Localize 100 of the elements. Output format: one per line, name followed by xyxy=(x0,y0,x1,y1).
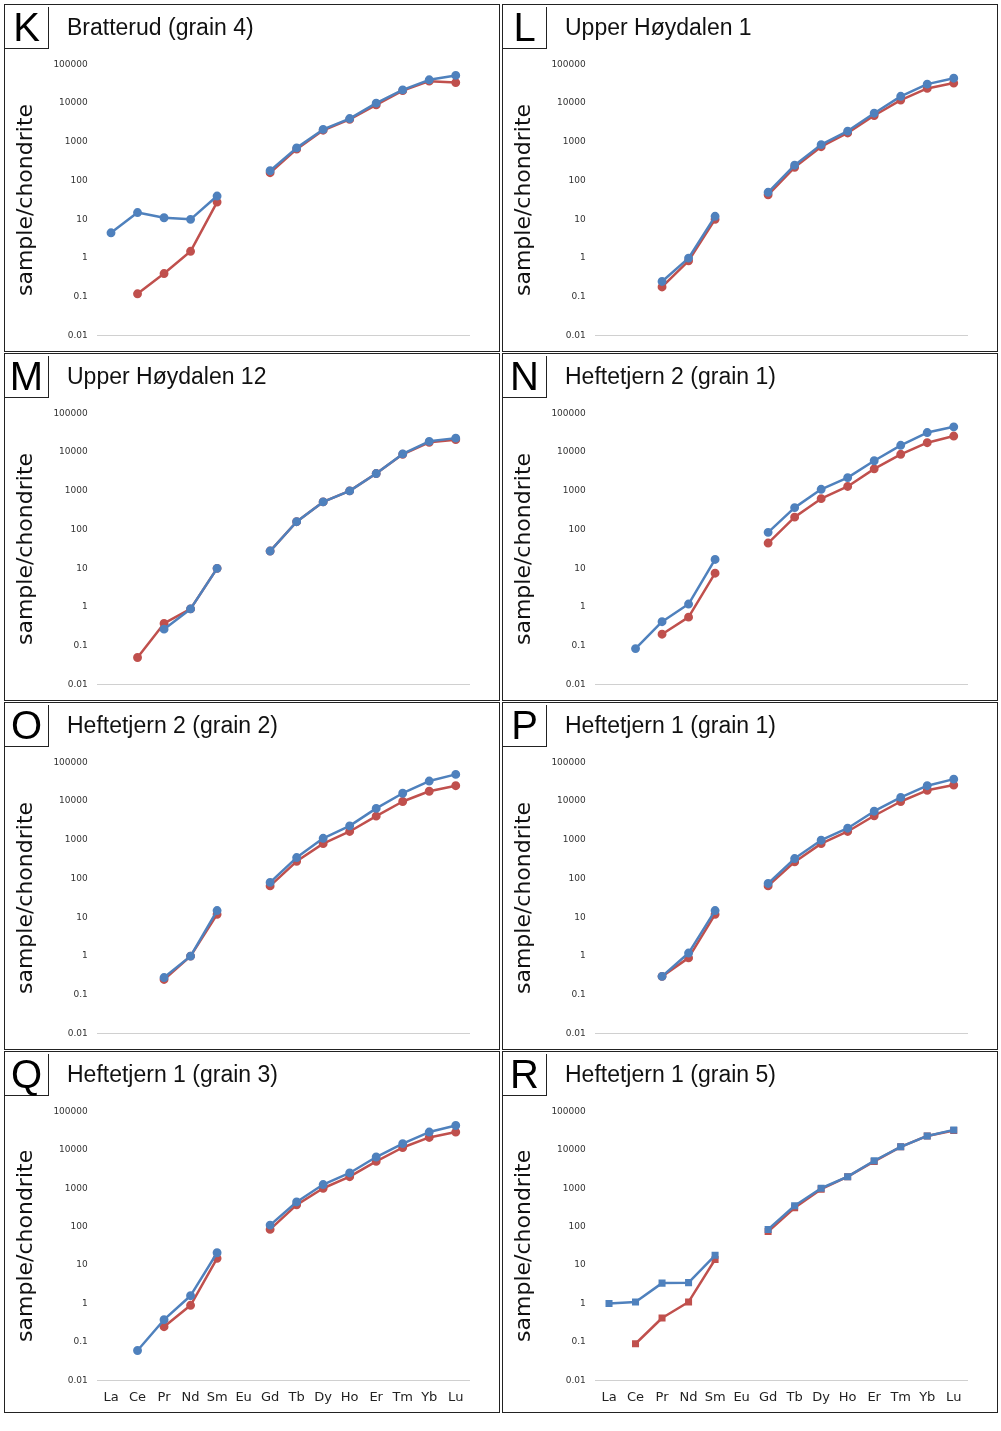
x-tick-label: La xyxy=(103,1388,119,1404)
y-tick-label: 1000 xyxy=(64,136,89,147)
x-tick-label: Pr xyxy=(157,1388,172,1404)
y-axis-title: sample/chondrite xyxy=(11,801,37,995)
y-tick-label: 1 xyxy=(82,252,88,263)
y-tick-label: 0.1 xyxy=(571,1336,586,1347)
y-tick-label: 10 xyxy=(574,1259,587,1270)
y-tick-label: 100 xyxy=(70,174,89,185)
x-tick-label: Eu xyxy=(733,1388,750,1404)
y-tick-label: 0.01 xyxy=(67,1027,88,1038)
x-tick-label: Lu xyxy=(448,1388,464,1404)
y-tick-label: 0.1 xyxy=(73,989,88,1000)
y-axis-title: sample/chondrite xyxy=(11,452,37,646)
text: K xyxy=(5,5,49,49)
y-tick-label: 100000 xyxy=(551,58,587,69)
y-tick-label: 10000 xyxy=(557,1144,587,1155)
y-tick-label: 1 xyxy=(580,950,586,961)
y-tick-label: 10000 xyxy=(557,97,587,108)
x-tick-label: Gd xyxy=(758,1388,778,1404)
y-tick-label: 1000 xyxy=(562,1182,587,1193)
y-tick-label: 0.01 xyxy=(565,1374,586,1385)
text: O xyxy=(5,703,49,747)
x-tick-label: La xyxy=(601,1388,617,1404)
y-axis-title: sample/chondrite xyxy=(509,452,535,646)
x-tick-label: Er xyxy=(369,1388,384,1404)
y-tick-label: 0.01 xyxy=(67,678,88,689)
y-tick-label: 1000 xyxy=(64,834,89,845)
x-tick-label: Sm xyxy=(206,1388,228,1404)
y-tick-label: 1 xyxy=(580,1297,586,1308)
x-tick-label: Yb xyxy=(918,1388,936,1404)
x-tick-label: Dy xyxy=(314,1388,333,1404)
y-tick-label: 0.1 xyxy=(73,640,88,651)
y-tick-label: 10000 xyxy=(59,97,89,108)
y-tick-label: 10 xyxy=(76,562,89,573)
chart-title: Heftetjern 1 (grain 3) xyxy=(67,1060,278,1088)
text: N xyxy=(503,354,547,398)
y-tick-label: 100000 xyxy=(551,1105,587,1116)
y-tick-label: 10 xyxy=(76,213,89,224)
y-tick-label: 100 xyxy=(70,872,89,883)
x-tick-label: Sm xyxy=(704,1388,726,1404)
y-tick-label: 0.1 xyxy=(571,989,586,1000)
x-tick-label: Tm xyxy=(391,1388,414,1404)
y-tick-label: 100000 xyxy=(53,1105,89,1116)
y-tick-label: 10 xyxy=(574,213,587,224)
y-tick-label: 0.1 xyxy=(73,1336,88,1347)
y-axis-title: sample/chondrite xyxy=(509,801,535,995)
y-tick-label: 10000 xyxy=(59,446,89,457)
y-tick-label: 10000 xyxy=(557,795,587,806)
y-tick-label: 100000 xyxy=(53,756,89,767)
y-tick-label: 1000 xyxy=(64,1182,89,1193)
y-tick-label: 100 xyxy=(568,1221,587,1232)
chart-title: Heftetjern 2 (grain 1) xyxy=(565,362,776,390)
y-axis-title: sample/chondrite xyxy=(11,103,37,297)
y-tick-label: 100 xyxy=(568,523,587,534)
y-tick-label: 1000 xyxy=(562,834,587,845)
y-tick-label: 0.01 xyxy=(565,678,586,689)
text: R xyxy=(503,1052,547,1096)
x-tick-label: Gd xyxy=(260,1388,280,1404)
x-tick-label: Ho xyxy=(340,1388,359,1404)
y-tick-label: 1 xyxy=(82,601,88,612)
y-tick-label: 10 xyxy=(76,1259,89,1270)
y-tick-label: 10000 xyxy=(59,795,89,806)
x-tick-label: Er xyxy=(867,1388,882,1404)
y-tick-label: 1000 xyxy=(64,485,89,496)
y-tick-label: 10000 xyxy=(59,1144,89,1155)
text: L xyxy=(503,5,547,49)
y-tick-label: 10 xyxy=(76,911,89,922)
y-tick-label: 0.01 xyxy=(67,1374,88,1385)
text: P xyxy=(503,703,547,747)
y-tick-label: 1000 xyxy=(562,136,587,147)
y-tick-label: 0.1 xyxy=(571,640,586,651)
x-tick-label: Dy xyxy=(812,1388,831,1404)
x-tick-label: Ce xyxy=(626,1388,645,1404)
y-tick-label: 0.1 xyxy=(571,291,586,302)
y-tick-label: 10000 xyxy=(557,446,587,457)
y-tick-label: 100000 xyxy=(551,756,587,767)
y-tick-label: 1 xyxy=(580,601,586,612)
x-tick-label: Nd xyxy=(679,1388,698,1404)
y-tick-label: 0.01 xyxy=(565,329,586,340)
y-tick-label: 0.01 xyxy=(565,1027,586,1038)
chart-title: Heftetjern 1 (grain 1) xyxy=(565,711,776,739)
y-tick-label: 1 xyxy=(82,1297,88,1308)
chart-title: Upper Høydalen 12 xyxy=(67,362,267,390)
y-tick-label: 1 xyxy=(580,252,586,263)
y-tick-label: 1000 xyxy=(562,485,587,496)
y-tick-label: 10 xyxy=(574,911,587,922)
chart-title: Bratterud (grain 4) xyxy=(67,13,254,41)
chart-title: Heftetjern 1 (grain 5) xyxy=(565,1060,776,1088)
y-tick-label: 100000 xyxy=(53,407,89,418)
y-tick-label: 100000 xyxy=(551,407,587,418)
x-tick-label: Ho xyxy=(838,1388,857,1404)
text: M xyxy=(5,354,49,398)
y-tick-label: 100 xyxy=(70,523,89,534)
y-tick-label: 100 xyxy=(70,1221,89,1232)
x-tick-label: Tb xyxy=(785,1388,803,1404)
y-tick-label: 0.01 xyxy=(67,329,88,340)
y-tick-label: 1 xyxy=(82,950,88,961)
x-tick-label: Nd xyxy=(181,1388,200,1404)
x-tick-label: Tb xyxy=(287,1388,305,1404)
y-tick-label: 10 xyxy=(574,562,587,573)
